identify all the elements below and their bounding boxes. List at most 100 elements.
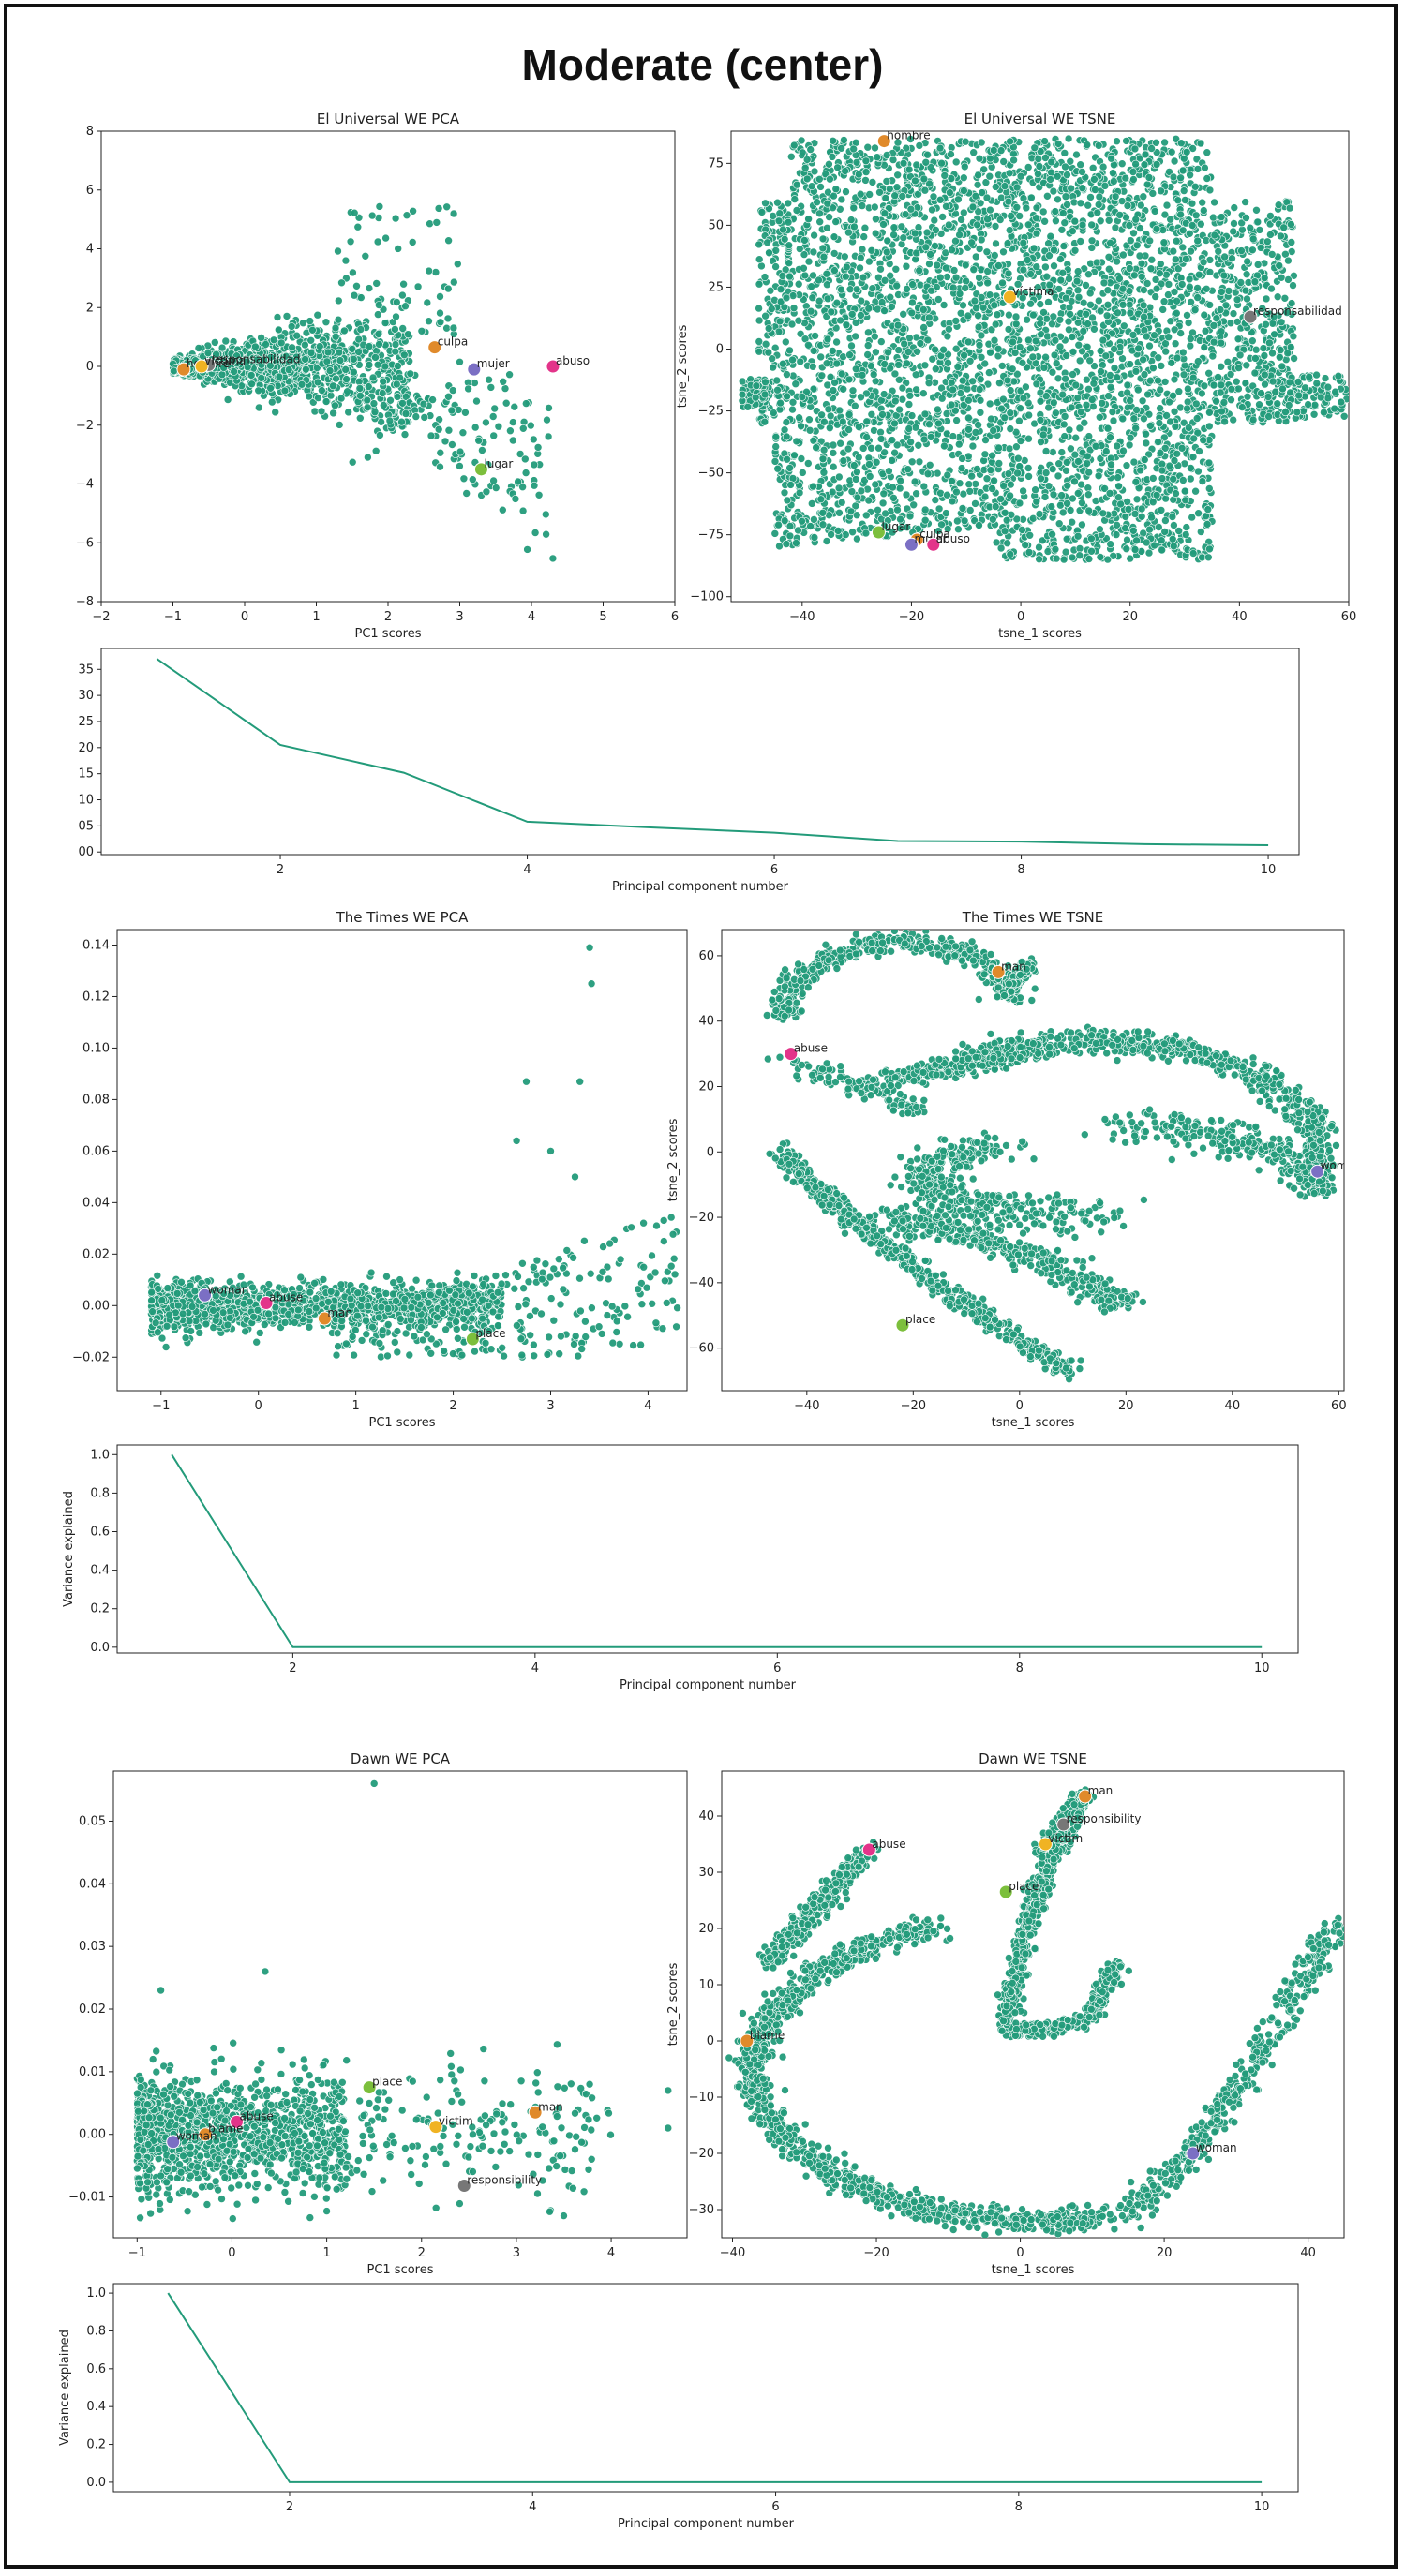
x-tick-label: 6 <box>671 610 679 624</box>
chart-title: El Universal WE TSNE <box>964 111 1116 127</box>
scatter-point <box>1070 246 1080 255</box>
scatter-point <box>447 406 456 415</box>
scatter-point <box>1073 531 1083 541</box>
scatter-point <box>1176 139 1186 148</box>
x-tick-label: 1 <box>312 610 320 624</box>
x-tick-label: 2 <box>384 610 392 624</box>
scatter-point <box>787 152 796 161</box>
scatter-point <box>1190 183 1200 191</box>
scatter-point <box>378 389 387 397</box>
scatter-point <box>1165 461 1174 470</box>
scatter-point <box>1289 332 1298 341</box>
scatter-point <box>275 372 284 381</box>
scatter-point <box>1193 284 1202 292</box>
scatter-point <box>523 545 531 554</box>
scatter-point <box>851 401 859 410</box>
scatter-point <box>980 359 990 368</box>
point-annotation: responsabilidad <box>212 352 301 365</box>
scatter-point <box>851 501 860 511</box>
y-tick-label: 50 <box>708 218 724 232</box>
scatter-point <box>426 431 436 440</box>
scatter-point <box>1024 335 1033 345</box>
scatter-point <box>1082 400 1091 409</box>
scatter-point <box>1137 260 1146 268</box>
scatter-point <box>983 267 993 275</box>
scatter-point <box>1268 349 1277 358</box>
scatter-point <box>373 310 382 319</box>
scatter-point <box>1226 319 1235 328</box>
scatter-point <box>506 426 515 436</box>
scatter-point <box>935 196 945 204</box>
scatter-point <box>317 407 326 416</box>
scatter-point <box>872 348 880 357</box>
scatter-point <box>217 343 227 352</box>
scatter-point <box>425 266 434 275</box>
scatter-point <box>1152 138 1160 147</box>
scatter-point <box>314 394 322 402</box>
scatter-point <box>310 407 320 416</box>
scatter-point <box>978 188 987 197</box>
scatter-point <box>274 325 283 335</box>
scatter-point <box>365 284 374 292</box>
scatter-point <box>796 330 805 338</box>
scatter-point <box>306 317 315 325</box>
scatter-point <box>816 183 825 191</box>
scatter-point <box>1202 512 1210 521</box>
scatter-point <box>975 274 983 282</box>
scatter-point <box>886 185 894 193</box>
scatter-point <box>1161 339 1170 348</box>
scatter-point <box>1212 396 1220 406</box>
scatter-point <box>797 136 806 145</box>
scatter-point <box>990 335 999 345</box>
highlight-point <box>176 362 191 377</box>
scatter-point <box>867 409 876 419</box>
scatter-point <box>916 280 925 290</box>
scatter-point <box>400 430 410 439</box>
scatter-point <box>1290 354 1298 363</box>
scatter-point <box>871 377 880 386</box>
scatter-point <box>1056 275 1066 285</box>
scatter-point <box>1219 398 1229 407</box>
scatter-point <box>464 384 472 394</box>
scatter-point <box>1024 163 1033 171</box>
scatter-point <box>1129 271 1139 280</box>
scatter-point <box>436 448 445 457</box>
scatter-point <box>340 326 349 335</box>
scatter-point <box>1061 547 1070 557</box>
scatter-point <box>1159 297 1169 305</box>
scatter-point <box>375 340 383 349</box>
scatter-point <box>1103 555 1113 564</box>
scatter-point <box>841 252 849 261</box>
scatter-point <box>306 349 316 357</box>
scatter-point <box>881 509 889 518</box>
scatter-point <box>842 272 850 281</box>
scatter-point <box>401 302 410 310</box>
scatter-point <box>831 217 840 226</box>
highlight-point <box>427 340 442 355</box>
scatter-point <box>1079 298 1088 307</box>
scatter-point <box>374 330 383 338</box>
scatter-point <box>829 462 838 471</box>
scatter-point <box>355 384 365 393</box>
scatter-point <box>857 296 866 305</box>
scatter-point <box>277 338 286 348</box>
scatter-point <box>779 359 787 368</box>
scatter-point <box>348 457 357 467</box>
scatter-point <box>1126 360 1134 368</box>
scatter-point <box>1135 251 1144 261</box>
scatter-point <box>1187 246 1195 256</box>
scatter-point <box>254 403 263 412</box>
scatter-point <box>312 364 321 372</box>
scatter-point <box>1238 225 1247 234</box>
scatter-point <box>336 394 346 403</box>
scatter-point <box>1082 310 1091 319</box>
scatter-point <box>329 381 337 391</box>
scatter-point <box>1015 499 1024 508</box>
scatter-point <box>459 474 469 484</box>
scatter-point <box>986 154 994 163</box>
scatter-point <box>331 401 339 410</box>
scatter-point <box>352 282 361 290</box>
scatter-point <box>954 525 963 534</box>
scatter-point <box>531 529 540 537</box>
scatter-point <box>1234 384 1243 394</box>
